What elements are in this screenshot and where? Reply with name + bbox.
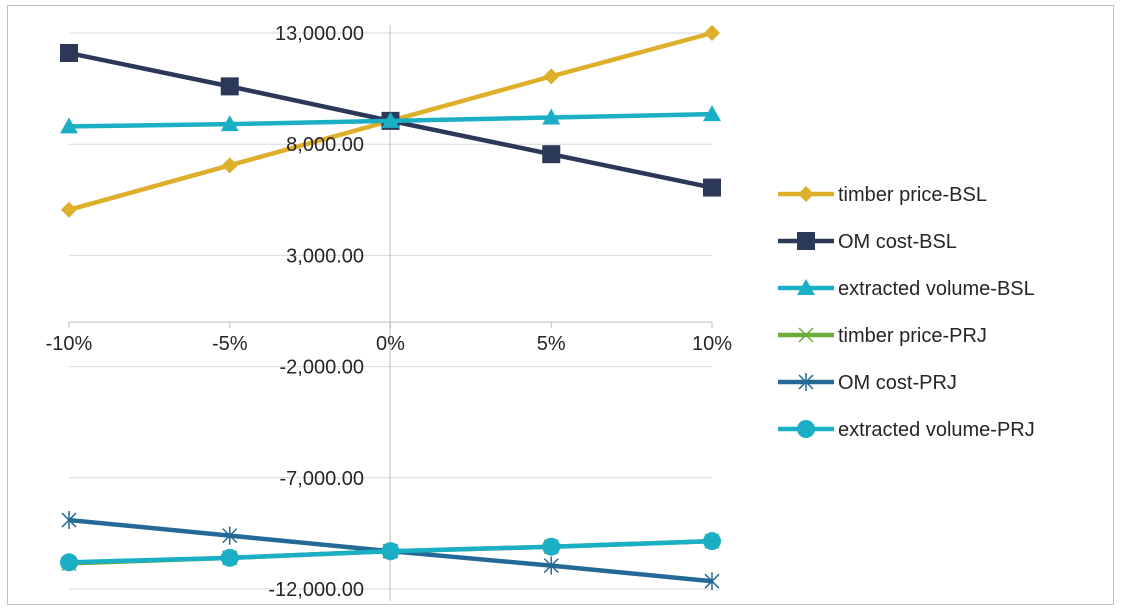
legend-item: extracted volume-BSL: [778, 278, 1035, 300]
legend: timber price-BSL OM cost-BSL extracted vol…: [778, 184, 1035, 441]
data-point: [220, 548, 239, 567]
data-point: [703, 178, 721, 197]
legend-item: extracted volume-PRJ: [778, 419, 1035, 441]
data-point: [543, 556, 559, 575]
y-tick-label: 13,000.00: [275, 23, 364, 45]
data-point: [220, 77, 239, 96]
data-point: [703, 532, 721, 551]
y-tick-label: 3,000.00: [286, 245, 364, 267]
data-point: [542, 145, 561, 164]
data-point: [381, 111, 400, 128]
legend-item: timber price-PRJ: [778, 325, 987, 347]
x-tick-label: 5%: [537, 333, 566, 355]
y-tick-label: -12,000.00: [268, 579, 364, 601]
x-tick-label: 0%: [376, 333, 405, 355]
x-tick-label: -10%: [46, 333, 93, 355]
data-point: [61, 511, 77, 530]
data-point: [381, 542, 400, 561]
series-extracted-volume-bsl: [60, 105, 721, 134]
series-layer: [60, 25, 721, 591]
x-tick-label: 10%: [692, 333, 732, 355]
data-point: [220, 115, 239, 132]
legend-item: timber price-BSL: [778, 184, 987, 206]
legend-label: timber price-PRJ: [838, 325, 987, 347]
tick-labels: 13,000.00 8,000.00 3,000.00 -2,000.00 -7,000…: [46, 23, 733, 601]
legend-marker: [798, 327, 814, 343]
data-point: [704, 572, 720, 591]
legend-marker: [797, 279, 815, 295]
legend-label: extracted volume-PRJ: [838, 419, 1035, 441]
data-point: [60, 44, 78, 63]
data-point: [542, 108, 561, 125]
legend-item: OM cost-BSL: [778, 231, 957, 253]
series-extracted-volume-prj: [60, 532, 721, 572]
axes: [68, 25, 713, 601]
data-point: [61, 201, 77, 218]
x-tick-label: -5%: [212, 333, 248, 355]
chart-frame: [7, 5, 1114, 605]
y-tick-label: -2,000.00: [279, 357, 364, 379]
data-point: [703, 105, 721, 122]
data-point: [221, 157, 238, 174]
legend-marker: [798, 186, 814, 202]
data-point: [704, 25, 720, 41]
y-tick-label: -7,000.00: [279, 468, 364, 490]
legend-label: OM cost-BSL: [838, 231, 957, 253]
legend-item: OM cost-PRJ: [778, 372, 957, 394]
legend-label: extracted volume-BSL: [838, 278, 1035, 300]
data-point: [60, 117, 78, 134]
legend-marker: [797, 232, 815, 250]
data-point: [543, 68, 560, 85]
legend-label: OM cost-PRJ: [838, 372, 957, 394]
legend-marker: [798, 373, 814, 391]
data-point: [542, 537, 561, 556]
data-point: [222, 526, 238, 545]
legend-label: timber price-BSL: [838, 184, 987, 206]
y-tick-label: 8,000.00: [286, 134, 364, 156]
legend-marker: [797, 420, 815, 438]
data-point: [60, 553, 78, 572]
